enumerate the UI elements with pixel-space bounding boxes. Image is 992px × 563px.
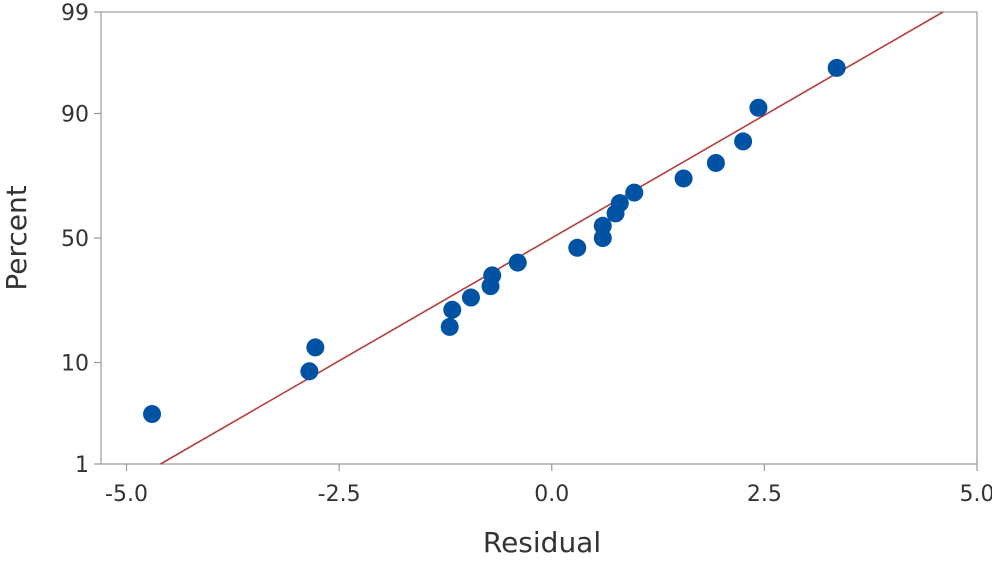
data-point [509, 254, 527, 272]
data-point [707, 154, 725, 172]
y-tick-label: 99 [61, 1, 89, 26]
data-point [483, 266, 501, 284]
y-axis: 1 10 50 90 99 [61, 1, 101, 478]
plot-frame [101, 12, 977, 464]
data-point [143, 405, 161, 423]
data-point [462, 289, 480, 307]
data-point [828, 59, 846, 77]
data-point [441, 318, 459, 336]
x-tick-label: 5.0 [960, 482, 992, 507]
data-point [749, 99, 767, 117]
x-tick-label: -2.5 [318, 482, 361, 507]
data-point [568, 239, 586, 257]
y-tick-label: 50 [61, 227, 89, 252]
data-point [300, 362, 318, 380]
y-tick-label: 90 [61, 102, 89, 127]
y-tick-label: 1 [75, 453, 89, 478]
x-tick-label: -5.0 [105, 482, 148, 507]
data-point [306, 338, 324, 356]
x-tick-label: 2.5 [747, 482, 782, 507]
x-axis: -5.0 -2.5 0.0 2.5 5.0 [105, 464, 992, 507]
y-axis-title: Percent [0, 185, 33, 290]
data-point [625, 184, 643, 202]
data-point [675, 169, 693, 187]
x-axis-title: Residual [483, 526, 601, 558]
data-point [734, 132, 752, 150]
data-point [443, 301, 461, 319]
x-tick-label: 0.0 [534, 482, 569, 507]
data-point [611, 194, 629, 212]
y-tick-label: 10 [61, 352, 89, 377]
